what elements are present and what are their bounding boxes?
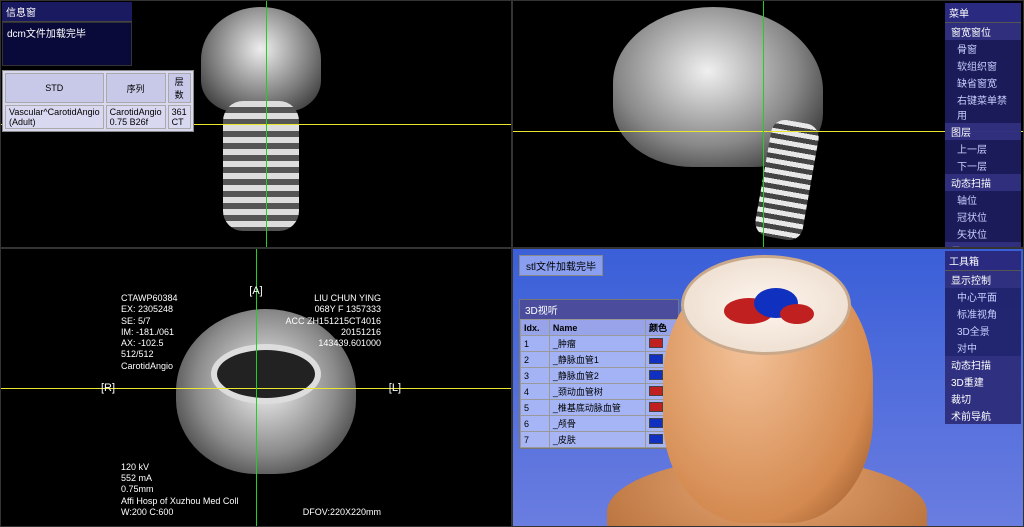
menu-item[interactable]: 轴位 bbox=[945, 191, 1021, 208]
model-browser: 3D视听 Idx.Name颜色 1_肿瘤2_静脉血管13_静脉血管24_颈动血管… bbox=[519, 299, 679, 449]
mb-idx: 3 bbox=[521, 368, 550, 384]
ct-head-coronal bbox=[201, 7, 321, 112]
menu-group[interactable]: 显示控制 bbox=[945, 271, 1021, 288]
dicom-overlay-br: DFOV:220X220mm bbox=[303, 507, 381, 518]
orient-top: [A] bbox=[249, 285, 262, 297]
menu-item[interactable]: 矢状位 bbox=[945, 225, 1021, 242]
head-3d-model bbox=[663, 263, 873, 523]
info-col: 序列 bbox=[106, 73, 166, 103]
mb-idx: 1 bbox=[521, 336, 550, 352]
mb-idx: 4 bbox=[521, 384, 550, 400]
mb-idx: 2 bbox=[521, 352, 550, 368]
table-row[interactable]: 6_颅骨 bbox=[521, 416, 678, 432]
menu-group[interactable]: 窗宽窗位 bbox=[945, 23, 1021, 40]
menu-item[interactable]: 中心平面 bbox=[945, 288, 1021, 305]
dicom-overlay-tl: CTAWP60384EX: 2305248SE: 5/7IM: -181./06… bbox=[121, 293, 178, 372]
menu-group[interactable]: 术前导航 bbox=[945, 407, 1021, 424]
table-row[interactable]: 2_静脉血管1 bbox=[521, 352, 678, 368]
ct-spine-coronal bbox=[223, 101, 299, 231]
menu-item[interactable]: 缺省窗宽 bbox=[945, 74, 1021, 91]
menu-item[interactable]: 骨窗 bbox=[945, 40, 1021, 57]
table-row[interactable]: 4_颈动血管树 bbox=[521, 384, 678, 400]
menu-3d-header: 工具箱 bbox=[945, 251, 1021, 271]
mb-name: _肿瘤 bbox=[549, 336, 645, 352]
menu-item[interactable]: 上一层 bbox=[945, 140, 1021, 157]
info-cell: CarotidAngio 0.75 B26f bbox=[106, 105, 166, 129]
mb-name: _颈动血管树 bbox=[549, 384, 645, 400]
orient-left: [R] bbox=[101, 382, 115, 394]
mb-col: Name bbox=[549, 320, 645, 336]
mb-idx: 6 bbox=[521, 416, 550, 432]
mb-col: Idx. bbox=[521, 320, 550, 336]
crosshair-v bbox=[763, 1, 764, 247]
info-panel-table: STD序列层数 Vascular^CarotidAngio (Adult)Car… bbox=[2, 70, 194, 132]
menu-item[interactable]: 冠状位 bbox=[945, 208, 1021, 225]
crosshair-v bbox=[266, 1, 267, 247]
mb-idx: 5 bbox=[521, 400, 550, 416]
info-col: 层数 bbox=[168, 73, 191, 103]
menu-group[interactable]: 裁切 bbox=[945, 390, 1021, 407]
table-row[interactable]: 7_皮肤 bbox=[521, 432, 678, 448]
table-row[interactable]: 1_肿瘤 bbox=[521, 336, 678, 352]
menu-item[interactable]: 下一层 bbox=[945, 157, 1021, 174]
dicom-overlay-tr: LIU CHUN YING068Y F 1357333ACC ZH151215C… bbox=[285, 293, 381, 349]
info-cell: Vascular^CarotidAngio (Adult) bbox=[5, 105, 104, 129]
menu-item[interactable]: 3D全景 bbox=[945, 322, 1021, 339]
ct-jaw-axial bbox=[211, 344, 321, 404]
menu-3d: 工具箱 显示控制中心平面标准视角3D全景对中动态扫描3D重建裁切术前导航 bbox=[945, 251, 1021, 424]
mb-name: _静脉血管1 bbox=[549, 352, 645, 368]
info-panel-title: 信息窗 bbox=[2, 2, 132, 22]
info-col: STD bbox=[5, 73, 104, 103]
viewport-sagittal[interactable]: 菜单 窗宽窗位骨窗软组织窗缺省窗宽右键菜单禁用图层上一层下一层动态扫描轴位冠状位… bbox=[512, 0, 1024, 248]
dicom-overlay-bl: 120 kV552 mA0.75mmAffi Hosp of Xuzhou Me… bbox=[121, 462, 238, 518]
stl-status-label: stl文件加载完毕 bbox=[519, 255, 603, 276]
model-browser-table: Idx.Name颜色 1_肿瘤2_静脉血管13_静脉血管24_颈动血管树5_椎基… bbox=[520, 319, 678, 448]
menu-group[interactable]: 动态扫描 bbox=[945, 174, 1021, 191]
menu-item[interactable]: 软组织窗 bbox=[945, 57, 1021, 74]
viewport-axial[interactable]: [A] [R] [L] CTAWP60384EX: 2305248SE: 5/7… bbox=[0, 248, 512, 527]
info-panel-body: dcm文件加载完毕 bbox=[2, 22, 132, 66]
menu-ct: 菜单 窗宽窗位骨窗软组织窗缺省窗宽右键菜单禁用图层上一层下一层动态扫描轴位冠状位… bbox=[945, 3, 1021, 248]
viewport-3d[interactable]: stl文件加载完毕 3D视听 Idx.Name颜色 1_肿瘤2_静脉血管13_静… bbox=[512, 248, 1024, 527]
mb-name: _颅骨 bbox=[549, 416, 645, 432]
menu-group[interactable]: 动态扫描 bbox=[945, 356, 1021, 373]
orient-right: [L] bbox=[389, 382, 401, 394]
model-browser-title: 3D视听 bbox=[520, 300, 678, 319]
mb-name: _皮肤 bbox=[549, 432, 645, 448]
menu-group[interactable]: 图层 bbox=[945, 123, 1021, 140]
menu-ct-header: 菜单 bbox=[945, 3, 1021, 23]
menu-item[interactable]: 对中 bbox=[945, 339, 1021, 356]
mb-idx: 7 bbox=[521, 432, 550, 448]
menu-group[interactable]: 3D重建 bbox=[945, 373, 1021, 390]
menu-item[interactable]: 右键菜单禁用 bbox=[945, 91, 1021, 123]
table-row[interactable]: 5_椎基底动脉血管 bbox=[521, 400, 678, 416]
info-cell: 361 CT bbox=[168, 105, 191, 129]
mb-name: _静脉血管2 bbox=[549, 368, 645, 384]
table-row[interactable]: 3_静脉血管2 bbox=[521, 368, 678, 384]
menu-item[interactable]: 标准视角 bbox=[945, 305, 1021, 322]
info-panel: 信息窗 dcm文件加载完毕 STD序列层数 Vascular^CarotidAn… bbox=[2, 2, 132, 132]
mb-name: _椎基底动脉血管 bbox=[549, 400, 645, 416]
